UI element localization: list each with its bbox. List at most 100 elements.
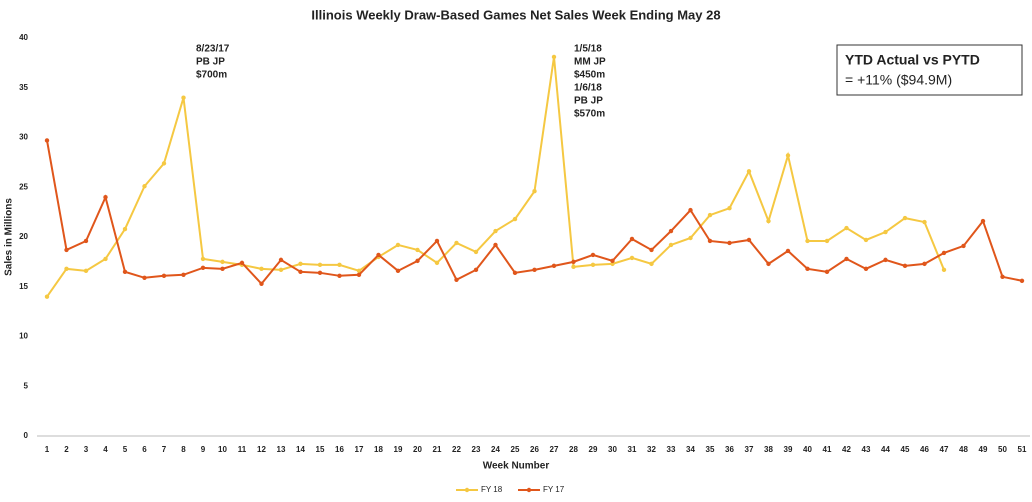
- x-tick-label: 28: [569, 445, 578, 454]
- data-point: [434, 238, 440, 244]
- y-tick-label: 5: [24, 381, 29, 390]
- data-point: [805, 266, 810, 272]
- data-point: [317, 270, 323, 276]
- y-tick-label: 30: [19, 133, 28, 142]
- data-point: [844, 225, 849, 231]
- legend-label: FY 18: [481, 485, 503, 494]
- data-point: [103, 195, 108, 200]
- x-tick-label: 30: [608, 445, 617, 454]
- data-point: [493, 228, 498, 234]
- data-point: [122, 226, 128, 232]
- x-tick-label: 1: [45, 445, 50, 454]
- legend-marker: [464, 487, 470, 493]
- data-point: [649, 261, 654, 267]
- x-tick-label: 7: [162, 445, 167, 454]
- x-tick-label: 13: [277, 445, 286, 454]
- data-point: [376, 252, 381, 258]
- data-point: [785, 153, 791, 158]
- x-tick-label: 43: [862, 445, 871, 454]
- x-tick-label: 40: [803, 445, 812, 454]
- data-point: [766, 218, 771, 224]
- data-point: [200, 265, 206, 271]
- data-point: [181, 272, 186, 278]
- data-point: [395, 268, 401, 274]
- x-tick-label: 35: [706, 445, 715, 454]
- data-point: [356, 268, 362, 274]
- data-point: [629, 255, 635, 261]
- data-point: [902, 263, 908, 269]
- data-point: [220, 259, 225, 265]
- x-tick-label: 51: [1018, 445, 1027, 454]
- data-point: [454, 277, 459, 282]
- legend-label: FY 17: [543, 485, 565, 494]
- data-point: [590, 262, 596, 268]
- data-point: [1000, 274, 1005, 279]
- data-point: [746, 169, 752, 174]
- data-point: [161, 273, 167, 279]
- data-point: [161, 161, 167, 166]
- x-tick-label: 34: [686, 445, 695, 454]
- data-point: [902, 215, 908, 221]
- data-point: [1019, 278, 1025, 283]
- data-point: [863, 237, 869, 243]
- callout-title: YTD Actual vs PYTD: [845, 52, 980, 68]
- data-point: [44, 138, 50, 143]
- series-line: [46, 140, 1023, 286]
- y-tick-label: 25: [19, 182, 28, 191]
- data-point: [512, 270, 518, 276]
- x-tick-label: 50: [998, 445, 1007, 454]
- data-point: [512, 216, 518, 222]
- data-point: [727, 240, 732, 246]
- data-point: [278, 257, 284, 263]
- x-tick-label: 36: [725, 445, 734, 454]
- x-tick-label: 47: [940, 445, 949, 454]
- x-tick-label: 26: [530, 445, 539, 454]
- data-point: [883, 229, 888, 235]
- data-point: [649, 247, 654, 253]
- data-point: [824, 269, 830, 275]
- annotation: PB JP: [196, 57, 225, 68]
- data-point: [493, 242, 498, 248]
- x-tick-label: 15: [316, 445, 325, 454]
- x-tick-label: 21: [433, 445, 442, 454]
- x-tick-label: 33: [667, 445, 676, 454]
- data-point: [298, 261, 303, 267]
- data-point: [746, 237, 752, 243]
- data-point: [980, 218, 986, 224]
- data-point: [337, 273, 342, 279]
- data-point: [805, 238, 810, 244]
- x-tick-label: 44: [881, 445, 890, 454]
- x-tick-label: 19: [394, 445, 403, 454]
- data-point: [181, 95, 186, 100]
- y-tick-label: 0: [24, 431, 29, 440]
- annotation: 8/23/17: [196, 44, 230, 55]
- data-point: [317, 262, 323, 268]
- data-point: [688, 207, 693, 213]
- annotation: $450m: [574, 70, 605, 81]
- data-point: [961, 243, 966, 249]
- x-tick-label: 39: [784, 445, 793, 454]
- data-point: [44, 294, 50, 299]
- data-point: [259, 281, 264, 286]
- data-point: [395, 242, 401, 248]
- x-tick-label: 45: [901, 445, 910, 454]
- x-tick-label: 24: [491, 445, 500, 454]
- data-point: [590, 252, 596, 258]
- data-point: [142, 275, 147, 280]
- data-point: [571, 259, 576, 265]
- data-point: [824, 238, 830, 244]
- data-point: [629, 236, 635, 242]
- data-point: [532, 267, 537, 273]
- data-point: [844, 256, 849, 262]
- x-tick-label: 29: [589, 445, 598, 454]
- x-tick-label: 31: [628, 445, 637, 454]
- legend-marker: [526, 487, 532, 493]
- data-point: [434, 260, 440, 266]
- x-tick-label: 20: [413, 445, 422, 454]
- data-point: [278, 267, 284, 273]
- callout-box: [836, 44, 1023, 96]
- data-point: [83, 238, 89, 244]
- data-point: [473, 249, 479, 255]
- x-tick-label: 10: [218, 445, 227, 454]
